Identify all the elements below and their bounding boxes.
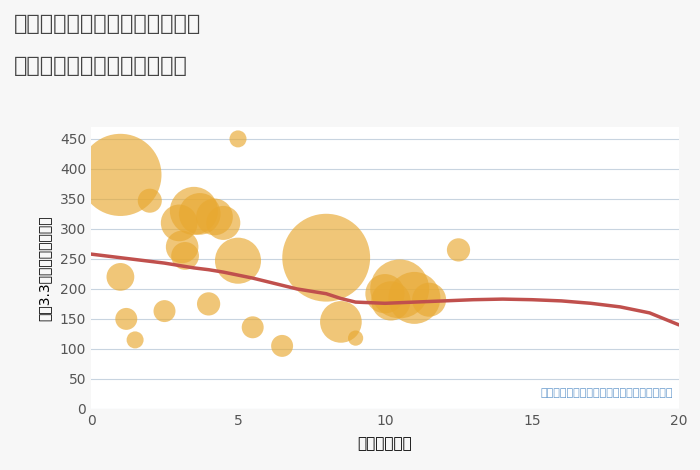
Y-axis label: 坪（3.3㎡）単価（万円）: 坪（3.3㎡）単価（万円）: [37, 215, 51, 321]
Point: [120, 315, 132, 323]
Point: [335, 318, 346, 326]
Point: [218, 219, 229, 227]
Point: [424, 296, 435, 304]
Point: [394, 285, 405, 293]
Point: [115, 273, 126, 281]
Point: [194, 210, 205, 218]
Point: [144, 197, 155, 204]
Point: [203, 300, 214, 308]
Point: [115, 171, 126, 179]
Point: [174, 219, 185, 227]
Text: 神奈川県横浜市中区西之谷町の: 神奈川県横浜市中区西之谷町の: [14, 14, 202, 34]
Point: [179, 252, 190, 259]
Point: [159, 307, 170, 315]
Point: [453, 246, 464, 254]
Point: [209, 213, 220, 220]
Point: [409, 294, 420, 302]
Point: [247, 323, 258, 331]
Point: [385, 297, 396, 305]
Point: [350, 334, 361, 342]
Point: [276, 342, 288, 350]
X-axis label: 駅距離（分）: 駅距離（分）: [358, 436, 412, 451]
Point: [321, 254, 332, 261]
Point: [232, 257, 244, 265]
Point: [232, 135, 244, 143]
Text: 駅距離別中古マンション価格: 駅距離別中古マンション価格: [14, 56, 188, 77]
Point: [379, 290, 391, 298]
Point: [130, 336, 141, 344]
Point: [176, 243, 188, 251]
Text: 円の大きさは、取引のあった物件面積を示す: 円の大きさは、取引のあった物件面積を示す: [540, 388, 673, 398]
Point: [188, 207, 199, 215]
